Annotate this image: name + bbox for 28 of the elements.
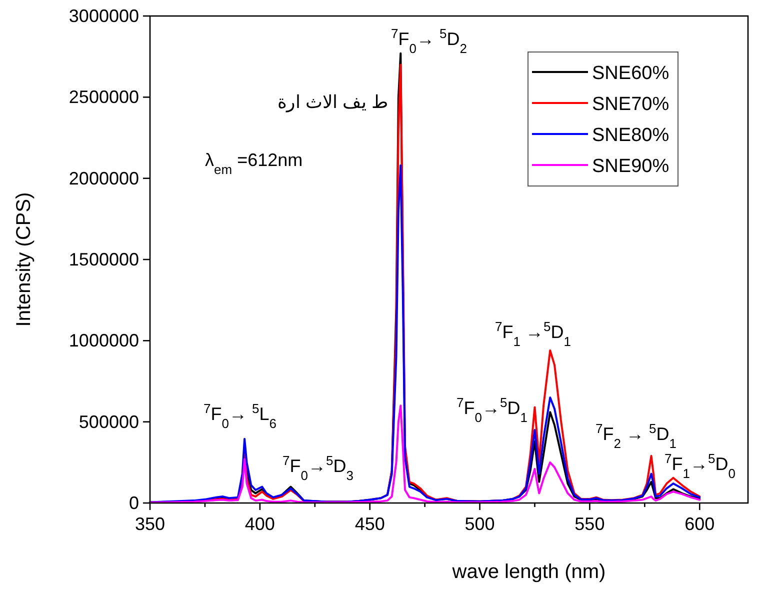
y-tick-label: 1500000 [68,250,139,270]
y-tick-label: 3000000 [68,6,139,26]
annotation: $^{7}$F$_{0}$→ $^{5}$D$_{2}$ [391,26,467,56]
annotation: $^{7}$F$_{1}$ →$^{5}$D$_{1}$ [495,318,571,348]
x-tick-label: 600 [684,514,715,534]
y-tick-label: 500000 [78,412,139,432]
y-tick-label: 0 [128,493,139,513]
x-axis-title: wave length (nm) [451,561,606,583]
legend-label: SNE70% [592,94,670,115]
x-tick-label: 450 [354,514,385,534]
x-tick-label: 550 [574,514,605,534]
y-axis-title: Intensity (CPS) [13,192,35,327]
legend-label: SNE60% [592,63,670,84]
x-tick-label: 500 [464,514,495,534]
annotation: $^{7}$F$_{0}$→$^{5}$D$_{3}$ [282,452,354,482]
annotation: λ$_{em}$ =612nm [205,150,303,176]
annotation: $^{7}$F$_{0}$→ $^{5}$L$_{6}$ [204,400,276,430]
y-tick-label: 2000000 [68,168,139,188]
y-tick-label: 1000000 [68,330,139,351]
annotation: $^{7}$F$_{2}$ → $^{5}$D$_{1}$ [596,420,676,450]
x-tick-label: 350 [134,514,166,534]
legend-label: SNE90% [592,156,670,177]
y-tick-label: 2500000 [68,87,139,108]
annotation: $^{7}$F$_{0}$→$^{5}$D$_{1}$ [456,394,528,424]
annotation: ط يف الاث ارة [277,92,389,113]
annotation: $^{7}$F$_{1}$→$^{5}$D$_{0}$ [664,450,736,480]
x-tick-label: 400 [244,514,275,534]
legend-label: SNE80% [592,125,670,146]
